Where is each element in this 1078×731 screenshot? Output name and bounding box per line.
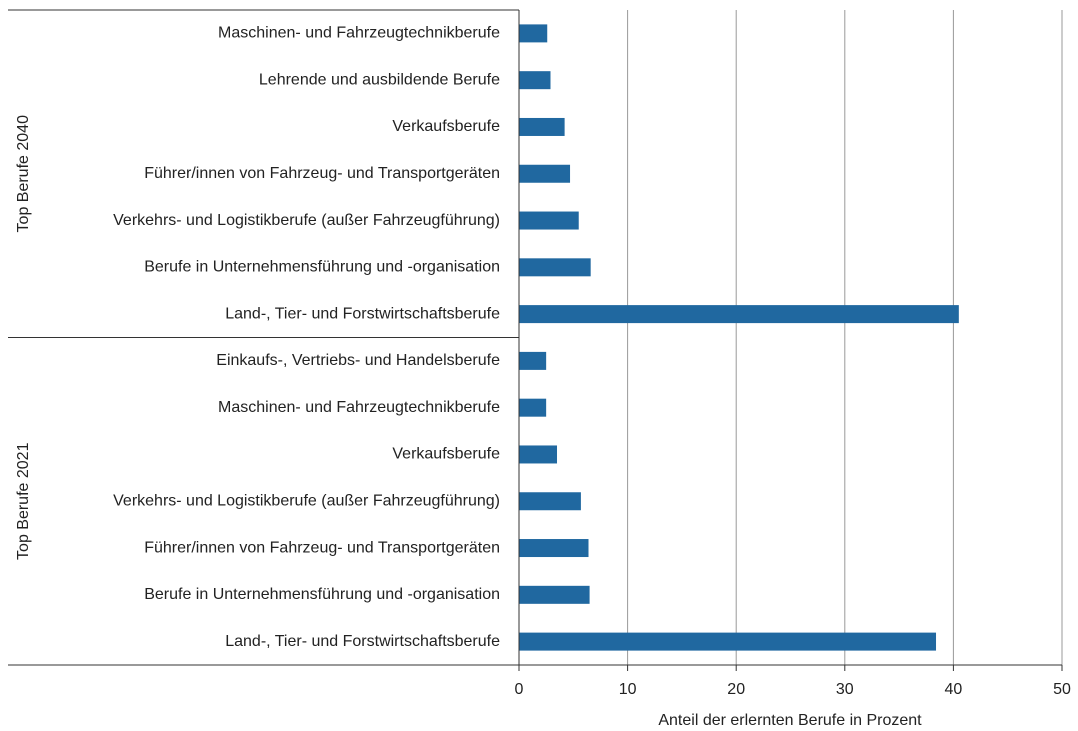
group-label: Top Berufe 2040 — [15, 115, 32, 233]
bar — [519, 351, 547, 370]
bar — [519, 492, 581, 511]
x-tick-label: 50 — [1053, 681, 1071, 698]
y-tick-label: Einkaufs-, Vertriebs- und Handelsberufe — [216, 352, 500, 369]
y-tick-label: Lehrende und ausbildende Berufe — [259, 71, 500, 88]
bar — [519, 164, 571, 183]
bar — [519, 117, 565, 136]
y-tick-label: Land-, Tier- und Forstwirtschaftsberufe — [225, 633, 500, 650]
bar — [519, 24, 548, 43]
group-label: Top Berufe 2021 — [15, 442, 32, 560]
y-tick-label: Maschinen- und Fahrzeugtechnikberufe — [218, 399, 500, 416]
y-tick-label: Verkehrs- und Logistikberufe (außer Fahr… — [113, 492, 500, 509]
bar — [519, 539, 589, 558]
bar — [519, 211, 579, 230]
x-tick-label: 0 — [515, 681, 524, 698]
bar — [519, 71, 551, 90]
y-tick-label: Berufe in Unternehmensführung und -organ… — [144, 586, 500, 603]
y-tick-label: Maschinen- und Fahrzeugtechnikberufe — [218, 25, 500, 42]
y-tick-label: Verkaufsberufe — [392, 118, 500, 135]
x-tick-label: 20 — [727, 681, 745, 698]
y-tick-label: Berufe in Unternehmensführung und -organ… — [144, 259, 500, 276]
y-tick-label: Verkehrs- und Logistikberufe (außer Fahr… — [113, 212, 500, 229]
y-tick-label: Führer/innen von Fahrzeug- und Transport… — [144, 165, 500, 182]
bar — [519, 398, 547, 417]
y-tick-label: Verkaufsberufe — [392, 446, 500, 463]
bar — [519, 585, 590, 604]
x-tick-label: 40 — [945, 681, 963, 698]
y-tick-label: Land-, Tier- und Forstwirtschaftsberufe — [225, 305, 500, 322]
bar — [519, 258, 591, 277]
bar — [519, 305, 959, 324]
bar — [519, 632, 937, 651]
x-axis-label: Anteil der erlernten Berufe in Prozent — [658, 712, 922, 729]
bar — [519, 445, 558, 464]
x-tick-label: 30 — [836, 681, 854, 698]
y-tick-label: Führer/innen von Fahrzeug- und Transport… — [144, 539, 500, 556]
x-tick-label: 10 — [619, 681, 637, 698]
